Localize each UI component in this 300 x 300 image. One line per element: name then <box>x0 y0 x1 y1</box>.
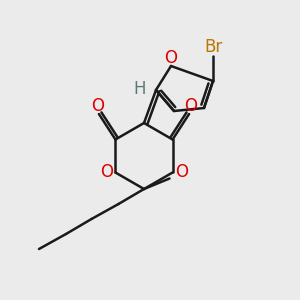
Text: H: H <box>133 80 146 98</box>
Text: O: O <box>100 164 113 181</box>
Text: Br: Br <box>205 38 223 56</box>
Text: O: O <box>184 97 197 115</box>
Text: O: O <box>91 97 104 115</box>
Text: O: O <box>164 49 177 67</box>
Text: O: O <box>175 164 188 181</box>
